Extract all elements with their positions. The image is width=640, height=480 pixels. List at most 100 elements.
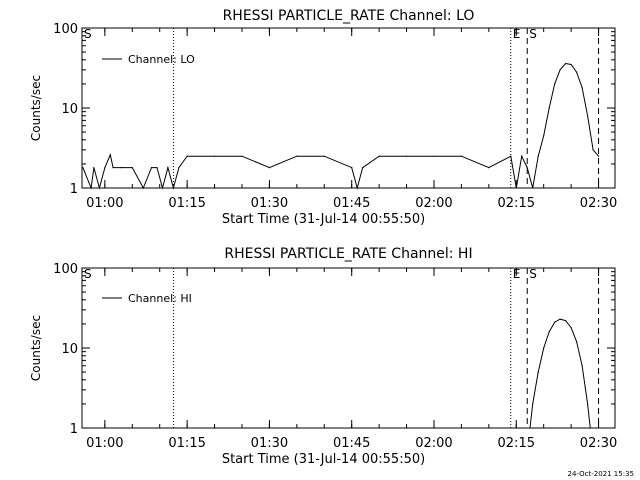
data-point: [559, 69, 561, 71]
data-point: [323, 155, 325, 157]
chart-lo: RHESSI PARTICLE_RATE Channel: LO 1 10 100 Co…: [29, 8, 617, 227]
event-marker-label: S: [84, 267, 92, 281]
data-point: [581, 87, 583, 89]
x-tick-label: 01:00: [86, 196, 123, 211]
data-point: [548, 107, 550, 109]
data-point: [406, 155, 408, 157]
data-point: [150, 167, 153, 169]
data-point: [526, 167, 528, 169]
y-tick-label: 100: [53, 22, 78, 37]
x-tick-label: 01:30: [251, 436, 288, 451]
data-point: [521, 155, 523, 157]
x-tick-label: 01:15: [168, 196, 205, 211]
chart-hi: RHESSI PARTICLE_RATE Channel: HI 1 10 100 Co…: [29, 246, 617, 467]
x-tick-label: 02:00: [415, 196, 452, 211]
data-point: [378, 155, 380, 157]
series-line: [82, 62, 599, 190]
data-point: [565, 320, 567, 322]
legend-label: Channel: HI: [128, 292, 192, 305]
x-tick-label: 02:00: [415, 436, 452, 451]
data-point: [167, 167, 169, 169]
x-tick-label: 01:45: [333, 196, 370, 211]
data-point: [156, 167, 158, 169]
x-axis-label: Start Time (31-Jul-14 00:55:50): [222, 212, 425, 227]
data-point: [529, 427, 531, 429]
data-point: [587, 115, 589, 117]
data-point: [581, 365, 583, 367]
x-tick-label: 02:30: [580, 196, 617, 211]
x-tick-label: 02:15: [498, 436, 535, 451]
y-tick-label: 10: [61, 342, 78, 357]
y-tick-label: 1: [70, 422, 78, 437]
data-point: [510, 155, 512, 157]
data-point: [554, 83, 556, 85]
y-tick-label: 1: [70, 182, 78, 197]
data-point: [178, 167, 180, 169]
data-point: [241, 155, 243, 157]
data-point: [460, 155, 462, 157]
x-tick-label: 01:30: [251, 196, 288, 211]
data-point: [433, 155, 435, 157]
x-tick-label: 01:15: [168, 436, 205, 451]
legend-label: Channel: LO: [128, 53, 195, 66]
data-point: [268, 167, 270, 169]
data-point: [532, 403, 534, 405]
data-point: [548, 331, 550, 333]
data-point: [537, 155, 539, 157]
x-axis-label: Start Time (31-Jul-14 00:55:50): [222, 452, 425, 467]
data-point: [537, 371, 539, 373]
data-point: [543, 135, 545, 137]
data-point: [488, 167, 490, 169]
data-point: [186, 155, 188, 157]
data-point: [515, 187, 517, 189]
data-point: [356, 187, 358, 189]
event-marker-label: E: [513, 267, 521, 281]
data-point: [570, 327, 572, 329]
data-point: [576, 341, 578, 343]
y-tick-label: 100: [53, 262, 78, 277]
data-point: [82, 167, 84, 169]
data-point: [565, 62, 567, 65]
series-line: [529, 318, 591, 429]
data-point: [98, 187, 100, 189]
data-point: [172, 187, 174, 189]
y-tick-label: 10: [61, 102, 78, 117]
data-point: [296, 155, 298, 157]
event-marker-label: S: [529, 267, 537, 281]
data-point: [543, 347, 545, 349]
data-point: [576, 71, 578, 73]
data-point: [351, 167, 353, 169]
footer-timestamp: 24-Oct-2021 15:35: [567, 470, 634, 478]
event-marker-label: S: [84, 27, 92, 41]
data-point: [90, 187, 92, 189]
data-point: [589, 427, 591, 429]
data-point: [532, 187, 534, 189]
event-marker-label: S: [529, 27, 537, 41]
plot-frame: [81, 27, 616, 189]
data-point: [362, 167, 364, 169]
data-point: [559, 318, 561, 320]
x-tick-label: 01:00: [86, 436, 123, 451]
data-point: [570, 63, 572, 66]
data-point: [554, 321, 556, 323]
data-point: [131, 167, 133, 169]
data-point: [109, 154, 111, 156]
data-point: [587, 403, 589, 405]
y-axis-label: Counts/sec: [29, 315, 43, 381]
y-axis-label: Counts/sec: [29, 75, 43, 141]
data-point: [161, 187, 164, 189]
data-point: [112, 167, 114, 169]
data-point: [104, 167, 106, 169]
x-tick-label: 02:15: [498, 196, 535, 211]
chart-title: RHESSI PARTICLE_RATE Channel: LO: [223, 8, 475, 24]
event-marker-label: E: [513, 27, 521, 41]
data-point: [597, 155, 600, 157]
x-tick-label: 01:45: [333, 436, 370, 451]
data-point: [142, 187, 144, 189]
chart-title: RHESSI PARTICLE_RATE Channel: HI: [224, 246, 472, 262]
data-point: [592, 149, 594, 151]
x-tick-label: 02:30: [580, 436, 617, 451]
data-point: [93, 167, 95, 169]
data-point: [214, 155, 216, 157]
